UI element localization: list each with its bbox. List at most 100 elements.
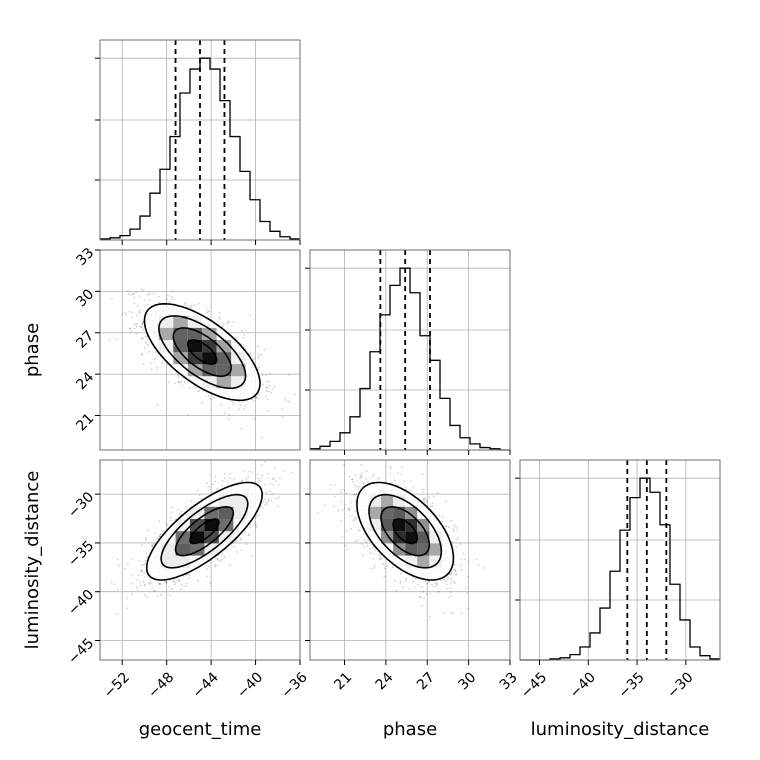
- sample-point: [255, 525, 258, 528]
- sample-point: [282, 415, 284, 418]
- sample-point: [141, 323, 144, 326]
- sample-point: [393, 479, 396, 482]
- sample-point: [454, 582, 456, 584]
- sample-point: [445, 500, 447, 503]
- sample-point: [131, 311, 134, 314]
- sample-point: [354, 500, 357, 503]
- sample-point: [341, 535, 344, 538]
- sample-point: [359, 477, 361, 480]
- sample-point: [391, 482, 393, 485]
- sample-point: [231, 545, 233, 547]
- sample-point: [128, 310, 131, 313]
- density-cell: [158, 327, 174, 340]
- sample-point: [167, 294, 169, 297]
- sample-point: [249, 526, 252, 529]
- sample-point: [256, 397, 259, 400]
- sample-point: [436, 582, 438, 585]
- sample-point: [214, 563, 217, 566]
- sample-point: [158, 520, 161, 523]
- sample-point: [455, 538, 458, 541]
- sample-point: [166, 524, 169, 527]
- sample-point: [425, 501, 428, 503]
- density-cell: [173, 315, 188, 328]
- sample-point: [221, 484, 224, 487]
- sample-point: [255, 396, 258, 399]
- sample-point: [467, 560, 470, 563]
- sample-point: [172, 580, 175, 582]
- sample-point: [128, 327, 131, 330]
- sample-point: [135, 322, 138, 325]
- sample-point: [151, 587, 154, 589]
- sample-point: [149, 583, 151, 586]
- sample-point: [158, 301, 161, 304]
- sample-point: [131, 592, 134, 595]
- sample-point: [178, 381, 180, 383]
- sample-point: [348, 509, 350, 512]
- sample-point: [218, 312, 221, 314]
- sample-point: [126, 597, 128, 600]
- sample-point: [159, 533, 162, 536]
- sample-point: [140, 287, 143, 290]
- sample-point: [371, 547, 374, 549]
- sample-point: [359, 475, 362, 478]
- sample-point: [429, 592, 431, 595]
- sample-point: [317, 512, 319, 514]
- sample-point: [407, 587, 410, 590]
- sample-point: [257, 481, 260, 484]
- sample-point: [253, 357, 256, 360]
- sample-point: [165, 581, 168, 584]
- sample-point: [243, 334, 246, 336]
- sample-point: [228, 321, 231, 323]
- sample-point: [453, 524, 456, 527]
- histogram-step-geocent-time: [100, 57, 300, 240]
- sample-point: [431, 502, 434, 504]
- sample-point: [141, 337, 144, 340]
- sample-point: [168, 579, 171, 582]
- sample-point: [239, 539, 242, 541]
- sample-point: [108, 339, 111, 342]
- sample-point: [167, 381, 170, 384]
- sample-point: [170, 295, 173, 298]
- sample-point: [354, 510, 357, 513]
- sample-point: [179, 381, 182, 384]
- sample-point: [432, 495, 435, 498]
- sample-point: [170, 511, 173, 513]
- sample-point: [378, 557, 381, 560]
- sample-point: [177, 381, 180, 383]
- sample-point: [160, 593, 163, 596]
- sample-point: [475, 558, 478, 561]
- contour-line: [187, 339, 218, 365]
- sample-point: [365, 470, 368, 473]
- sample-point: [265, 502, 267, 505]
- sample-point: [367, 539, 369, 542]
- sample-point: [354, 519, 356, 521]
- sample-point: [130, 316, 133, 318]
- sample-point: [423, 597, 425, 600]
- histogram-step-phase: [310, 267, 510, 451]
- sample-point: [426, 499, 428, 502]
- density-cell: [173, 340, 188, 353]
- sample-point: [262, 500, 265, 503]
- joint-panel-geocent-time-vs-phase: [85, 249, 301, 451]
- sample-point: [442, 612, 445, 614]
- contour-line: [189, 518, 220, 545]
- sample-point: [379, 553, 381, 556]
- sample-point: [165, 581, 168, 584]
- sample-point: [361, 543, 363, 546]
- sample-point: [253, 522, 256, 524]
- sample-point: [130, 582, 133, 585]
- sample-point: [115, 338, 118, 341]
- sample-point: [142, 563, 145, 566]
- sample-point: [343, 463, 345, 466]
- sample-point: [340, 520, 343, 522]
- sample-point: [85, 279, 87, 281]
- sample-point: [130, 330, 133, 333]
- sample-point: [268, 498, 271, 501]
- sample-point: [456, 528, 458, 531]
- sample-point: [383, 457, 385, 459]
- sample-point: [219, 318, 221, 320]
- sample-point: [170, 506, 173, 509]
- sample-point: [252, 399, 255, 402]
- sample-point: [142, 362, 145, 365]
- sample-point: [139, 325, 142, 328]
